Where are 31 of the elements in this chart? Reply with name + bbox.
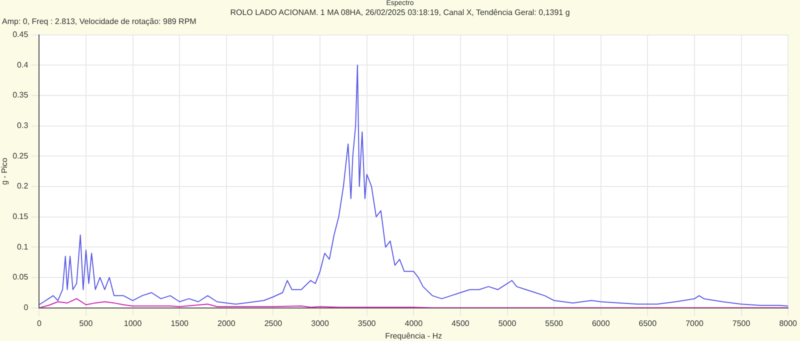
x-tick-label: 5500 (545, 318, 564, 328)
x-tick-label: 3000 (311, 318, 330, 328)
x-tick-label: 500 (79, 318, 94, 328)
x-axis-title: Frequência - Hz (385, 331, 442, 340)
x-tick-label: 4000 (404, 318, 424, 328)
y-tick-label: 0.2 (17, 182, 29, 191)
y-tick-label: 0.4 (17, 60, 29, 70)
y-tick-label: 0 (24, 303, 29, 312)
x-tick-label: 4500 (452, 318, 470, 328)
x-tick-label: 3500 (358, 318, 376, 328)
x-tick-label: 2500 (264, 318, 283, 328)
y-tick-label: 0.05 (12, 272, 29, 282)
x-tick-label: 6000 (592, 318, 610, 328)
x-tick-label: 6500 (638, 318, 658, 328)
y-tick-label: 0.3 (17, 121, 29, 130)
x-tick-label: 7500 (732, 318, 751, 328)
y-tick-label: 0.15 (12, 212, 29, 222)
y-tick-label: 0.25 (12, 151, 29, 160)
x-tick-label: 1000 (124, 318, 142, 328)
y-tick-label: 0.35 (12, 90, 29, 100)
chart-subtitle: ROLO LADO ACIONAM. 1 MA 08HA, 26/02/2025 03:18:19, Canal X, Tendência Geral: 0,1391 g (229, 8, 571, 17)
y-tick-label: 0.45 (12, 30, 29, 40)
text: Amp: 0, Freq : 2.813, Velocidade de rotação: 989 RPM (1, 17, 198, 27)
y-axis-title: g - Pico (0, 157, 10, 185)
x-tick-label: 5000 (498, 318, 517, 328)
x-tick-label: 7000 (686, 318, 704, 328)
x-tick-label: 8000 (779, 318, 798, 328)
x-tick-label: 1500 (170, 318, 190, 328)
y-tick-label: 0.1 (17, 242, 29, 252)
x-tick-label: 2000 (218, 318, 236, 328)
x-tick-label: 0 (36, 318, 42, 328)
